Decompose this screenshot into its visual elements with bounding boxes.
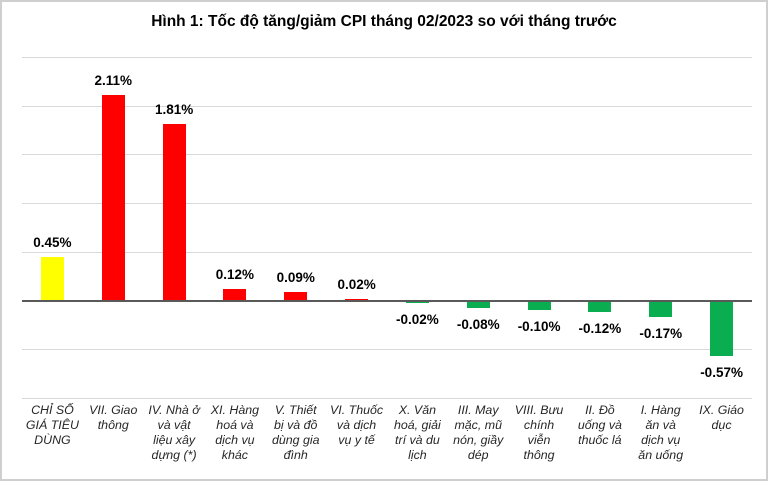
category-label-6: VI. Thuốc và dịch vụ y tế (330, 403, 384, 447)
bar-value-label-4: 0.12% (215, 266, 255, 282)
category-label-1: CHỈ SỐ GIÁ TIÊU DÙNG (25, 403, 79, 447)
bar-value-label-12: -0.57% (700, 365, 743, 381)
category-label-4: XI. Hàng hoá và dịch vụ khác (210, 403, 259, 462)
bar-value-label-10: -0.12% (578, 321, 622, 337)
chart-title: Hình 1: Tốc độ tăng/giảm CPI tháng 02/20… (151, 13, 617, 30)
category-label-11: I. Hàng ăn và dịch vụ ăn uống (638, 403, 684, 462)
bar-10 (588, 300, 612, 313)
x-axis-labels: CHỈ SỐ GIÁ TIÊU DÙNG VII. Giao thông IV. N… (22, 403, 752, 463)
category-label-7: X. Văn hoá, giải trí và du lịch (393, 403, 441, 462)
bar-12 (710, 300, 734, 357)
gridline (22, 398, 752, 399)
bar-value-label-9: -0.10% (517, 319, 561, 335)
bar-value-label-6: 0.02% (337, 276, 376, 292)
bar-3 (162, 124, 186, 301)
bar-4 (223, 288, 247, 301)
plot-area: 0.45% 2.11% 1.81% 0.12% 0.09% 0.02% -0.02% -0.0… (22, 57, 752, 399)
bar-value-label-5: 0.09% (276, 269, 315, 285)
bar-1 (40, 256, 64, 301)
bar-9 (527, 300, 551, 311)
category-label-8: III. May mặc, mũ nón, giầy dép (453, 403, 504, 462)
bar-2 (101, 94, 125, 301)
bar-value-label-8: -0.08% (456, 317, 500, 333)
bar-value-label-3: 1.81% (154, 102, 194, 118)
bar-value-label-11: -0.17% (639, 326, 683, 342)
gridline (22, 203, 752, 205)
gridline (22, 349, 752, 351)
bar-11 (649, 300, 673, 318)
gridline (22, 154, 752, 156)
bar-value-label-1: 0.45% (33, 234, 72, 250)
gridline (22, 57, 752, 58)
bar-8 (466, 300, 490, 309)
category-label-10: II. Đồ uống và thuốc lá (577, 403, 622, 447)
gridline (22, 251, 752, 253)
bar-5 (284, 291, 308, 301)
bar-value-label-2: 2.11% (94, 72, 133, 88)
category-label-2: VII. Giao thông (89, 403, 138, 432)
x-axis-line (22, 299, 752, 302)
category-label-5: V. Thiết bị và đồ dùng gia đình (271, 403, 320, 462)
category-label-9: VIII. Bưu chính viễn thông (514, 403, 564, 462)
gridline (22, 105, 752, 107)
category-label-12: IX. Giáo dục (699, 403, 744, 432)
bar-value-label-7: -0.02% (396, 311, 439, 327)
category-label-3: IV. Nhà ở và vật liệu xây dựng (*) (148, 403, 200, 462)
